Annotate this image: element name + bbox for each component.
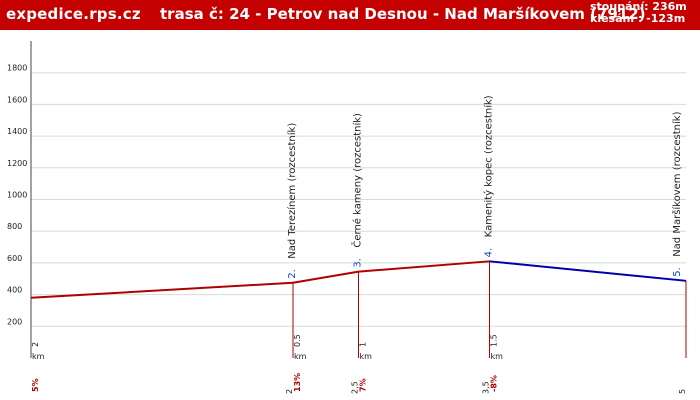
waypoint-name-5: Nad Maršíkovem (rozcestník) <box>671 111 683 256</box>
segment-grade-3: 7% <box>359 378 368 392</box>
y-tick-label-1000: 1000 <box>7 191 27 200</box>
y-tick-label-1400: 1400 <box>7 127 27 136</box>
waypoint-number-4: 4. <box>484 248 495 258</box>
waypoint-name-2: Nad Terezínem (rozcestník) <box>286 123 298 259</box>
segment-unit-1: km <box>32 352 45 361</box>
cumulative-distance-4: 3,5 <box>482 381 491 394</box>
segment-grade-4: -8% <box>490 375 499 392</box>
y-tick-label-600: 600 <box>7 254 22 263</box>
y-tick-label-200: 200 <box>7 317 22 326</box>
profile-segment-3 <box>358 260 490 273</box>
route-title: trasa č: 24 - Petrov nad Desnou - Nad Ma… <box>160 5 646 23</box>
y-tick-label-1600: 1600 <box>7 95 27 104</box>
waypoint-number-3: 3. <box>353 258 364 268</box>
site-name[interactable]: expedice.rps.cz <box>6 5 141 23</box>
y-tick-label-400: 400 <box>7 286 22 295</box>
elevation-summary: stoupání: 236m klesání : -123m <box>590 1 687 25</box>
segment-distance-1: 2 <box>31 342 40 347</box>
y-tick-label-800: 800 <box>7 222 22 231</box>
waypoint-name-3: Černé kameny (rozcestník) <box>351 113 364 248</box>
segment-grade-1: 5% <box>31 378 40 392</box>
segment-distance-4: 1.5 <box>490 334 499 347</box>
ascent-total: stoupání: 236m <box>590 0 687 13</box>
descent-total: klesání : -123m <box>590 12 686 25</box>
profile-segment-2 <box>292 270 359 284</box>
segment-unit-4: km <box>491 352 504 361</box>
waypoint-name-4: Kamenitý kopec (rozcestník) <box>483 95 495 237</box>
waypoint-number-2: 2. <box>287 269 298 279</box>
segment-grade-2: 13% <box>293 373 302 392</box>
cumulative-distance-3: 2,5 <box>351 381 360 394</box>
y-tick-label-1800: 1800 <box>7 64 27 73</box>
segment-distance-2: 0.5 <box>293 334 302 347</box>
cumulative-distance-5: 5 <box>678 389 687 394</box>
segment-unit-2: km <box>294 352 307 361</box>
segment-distance-3: 1 <box>359 342 368 347</box>
waypoint-number-5: 5. <box>672 267 683 277</box>
profile-segment-4 <box>489 260 687 282</box>
y-tick-label-1200: 1200 <box>7 159 27 168</box>
segment-unit-3: km <box>360 352 373 361</box>
title-bar: expedice.rps.cz trasa č: 24 - Petrov nad… <box>0 0 700 30</box>
profile-segment-1 <box>30 281 294 299</box>
cumulative-distance-2: 2 <box>285 389 294 394</box>
